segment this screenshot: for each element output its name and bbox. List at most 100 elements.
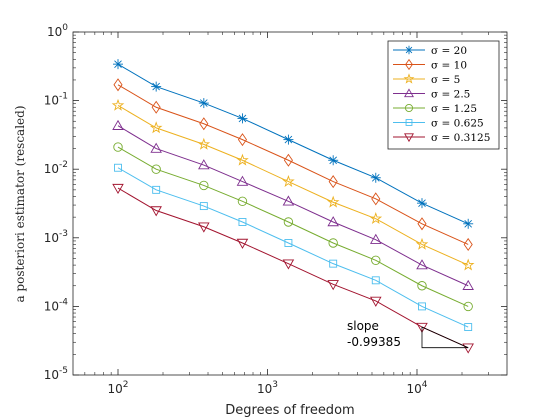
data-point — [416, 259, 428, 270]
data-point — [403, 73, 415, 84]
y-tick-label-base: 10 — [44, 368, 59, 382]
data-point — [461, 258, 475, 271]
legend-item-5: σ = 1.25 — [393, 103, 477, 115]
series-line — [117, 84, 469, 245]
marker-stroke — [238, 114, 247, 123]
data-point — [404, 133, 414, 143]
legend-box — [387, 40, 500, 150]
legend: σ = 20 σ = 10 σ = 5 σ = 2.5 σ = 1.25 σ = 0.62… — [387, 40, 500, 150]
series-5 — [113, 142, 473, 312]
slope-value: -0.99385 — [347, 335, 401, 349]
x-axis-label: Degrees of freedom — [225, 403, 354, 418]
y-tick-label-base: 10 — [44, 299, 59, 313]
data-point — [112, 119, 124, 130]
data-point — [371, 276, 380, 285]
series-line — [117, 125, 469, 287]
legend-label: σ = 0.625 — [431, 118, 484, 130]
series-line — [117, 167, 469, 328]
data-point — [237, 113, 248, 124]
data-point — [369, 296, 382, 307]
marker-stroke — [152, 82, 160, 91]
data-point — [199, 180, 209, 191]
data-point — [370, 172, 381, 183]
data-point — [151, 81, 162, 92]
data-point — [149, 121, 163, 134]
data-point — [283, 134, 294, 145]
series-line — [117, 146, 469, 307]
data-point — [111, 98, 125, 111]
data-point — [197, 137, 211, 150]
data-point — [463, 237, 473, 251]
data-point — [326, 195, 340, 208]
data-point — [150, 206, 162, 217]
data-point — [416, 198, 427, 209]
data-point — [236, 238, 249, 249]
data-point — [236, 153, 249, 166]
legend-item-2: σ = 10 — [393, 58, 467, 72]
data-point — [328, 238, 338, 248]
y-tick-label-exp: -3 — [59, 229, 68, 239]
data-point — [463, 218, 474, 229]
y-axis-label: a posteriori estimator (rescaled) — [13, 105, 27, 302]
data-point — [199, 117, 209, 131]
data-point — [283, 153, 293, 167]
series-1 — [113, 59, 474, 229]
data-point — [464, 323, 473, 332]
y-tick-label-exp: -5 — [59, 366, 68, 376]
y-tick-label-exp: -4 — [59, 297, 68, 307]
legend-label: σ = 20 — [431, 45, 467, 57]
marker-stroke — [114, 60, 122, 68]
data-point — [237, 133, 248, 147]
series-3 — [111, 98, 475, 271]
x-tick-label-exp: 2 — [123, 380, 129, 390]
legend-item-1: σ = 20 — [393, 45, 467, 57]
x-tick-label: 102 — [107, 380, 128, 396]
y-tick-label: 10-1 — [44, 92, 68, 108]
legend-item-6: σ = 0.625 — [393, 118, 484, 130]
y-tick-label-base: 10 — [44, 231, 59, 245]
marker-stroke — [199, 99, 208, 107]
data-point — [405, 58, 413, 71]
legend-label: σ = 0.3125 — [431, 132, 490, 144]
series-2 — [113, 78, 473, 251]
series-4 — [112, 119, 474, 290]
legend-item-7: σ = 0.3125 — [393, 132, 490, 144]
data-point — [282, 174, 295, 187]
y-tick-label-base: 10 — [47, 25, 62, 39]
data-point — [113, 59, 124, 70]
slope-triangle — [421, 326, 469, 349]
series-line — [117, 187, 469, 349]
y-tick-label-exp: 0 — [62, 23, 68, 33]
data-point — [404, 103, 414, 113]
slope-label: slope — [347, 319, 379, 333]
series-line — [117, 105, 469, 266]
data-point — [371, 192, 381, 206]
data-point — [418, 302, 426, 311]
x-tick-label-exp: 4 — [422, 380, 428, 390]
y-tick-label-exp: -2 — [59, 160, 68, 170]
x-tick-label-exp: 3 — [272, 380, 278, 390]
x-tick-label-base: 10 — [406, 382, 421, 396]
data-point — [282, 259, 295, 270]
legend-item-3: σ = 5 — [393, 73, 460, 86]
data-point — [112, 183, 124, 195]
data-point — [371, 255, 381, 265]
data-point — [404, 45, 414, 55]
data-point — [198, 159, 210, 170]
marker-stroke — [284, 135, 293, 144]
data-point — [328, 155, 339, 166]
data-point — [463, 301, 473, 312]
data-point — [151, 164, 161, 174]
data-point — [199, 202, 208, 211]
x-tick-label-base: 10 — [107, 382, 122, 396]
series-7 — [112, 183, 474, 354]
data-point — [284, 239, 293, 247]
legend-label: σ = 10 — [431, 60, 467, 72]
series-layer — [111, 59, 475, 354]
legend-item-4: σ = 2.5 — [393, 88, 470, 101]
y-tick-label-exp: -1 — [59, 92, 68, 102]
y-tick-label: 10-3 — [44, 229, 68, 245]
series-6 — [114, 163, 473, 332]
